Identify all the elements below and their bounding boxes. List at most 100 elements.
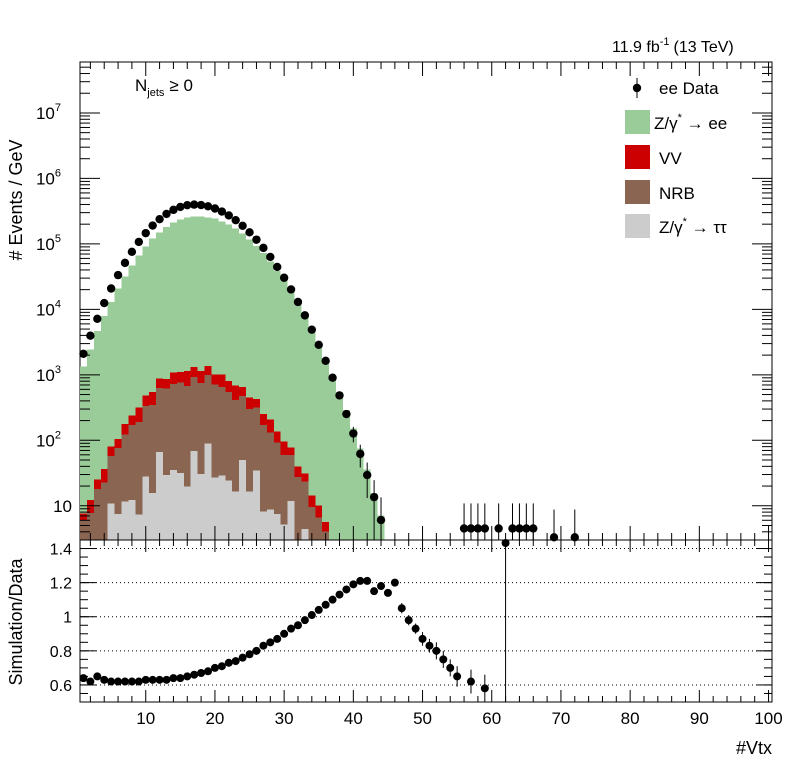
legend-entry-zee: Z/γ* → ee — [625, 110, 727, 134]
bar-zee-bin-35 — [315, 343, 323, 506]
data-point-7 — [120, 258, 130, 268]
data-point-28 — [266, 252, 275, 262]
ratio-point-34 — [307, 611, 316, 620]
data-point-22 — [224, 211, 233, 220]
bar-ztt-bin-31 — [287, 501, 295, 540]
x-tick-label-70: 70 — [551, 709, 570, 728]
legend-vv-swatch — [625, 145, 650, 169]
bar-ztt-bin-16 — [183, 486, 191, 540]
energy-label: (13 TeV) — [674, 39, 734, 56]
data-point-38 — [335, 391, 344, 400]
bar-vv-bin-11 — [149, 391, 157, 405]
data-point-35 — [314, 340, 323, 350]
x-tick-label-30: 30 — [275, 709, 294, 728]
ratio-point-53 — [439, 655, 448, 664]
bar-nrb-bin-16 — [183, 385, 191, 487]
bar-nrb-bin-8 — [128, 424, 136, 500]
ratio-y-tick-label-1: 1 — [63, 610, 72, 627]
bar-nrb-bin-25 — [246, 408, 253, 492]
ratio-point-50 — [418, 634, 427, 643]
ratio-point-38 — [335, 590, 344, 599]
ratio-point-16 — [183, 672, 192, 681]
bar-zee-bin-42 — [363, 469, 371, 540]
data-point-43 — [369, 492, 379, 502]
bar-nrb-bin-7 — [121, 434, 129, 502]
data-point-65 — [522, 524, 531, 533]
bar-zee-bin-28 — [266, 261, 274, 420]
ratio-point-47 — [397, 604, 406, 613]
data-point-5 — [106, 284, 116, 293]
bar-zee-bin-4 — [100, 316, 108, 470]
bar-vv-bin-31 — [287, 447, 295, 456]
bar-zee-bin-25 — [246, 239, 253, 398]
data-point-17 — [189, 200, 199, 209]
lumi-label: 11.9 fb-1 (13 TeV) — [612, 36, 734, 56]
bar-nrb-bin-13 — [163, 388, 170, 475]
bar-zee-bin-21 — [218, 221, 226, 375]
bar-ztt-bin-10 — [142, 476, 150, 540]
data-point-41 — [356, 449, 365, 459]
bar-nrb-bin-28 — [266, 432, 274, 510]
ratio-y-axis-title: Simulation/Data — [6, 557, 26, 685]
bar-vv-bin-25 — [246, 397, 253, 409]
ratio-point-17 — [190, 670, 199, 679]
bar-nrb-bin-21 — [218, 386, 226, 476]
bar-zee-bin-23 — [232, 228, 240, 386]
legend-data-label: ee Data — [659, 79, 719, 98]
bar-nrb-bin-27 — [259, 424, 267, 512]
ratio-point-40 — [349, 580, 358, 589]
bar-vv-bin-6 — [114, 439, 122, 449]
bar-nrb-bin-20 — [211, 384, 219, 478]
ratio-point-24 — [238, 653, 247, 662]
bar-nrb-bin-30 — [280, 454, 288, 525]
njets-annotation: Njets ≥ 0 — [135, 76, 193, 99]
data-point-32 — [293, 297, 303, 307]
bar-vv-bin-15 — [176, 372, 184, 383]
bar-ztt-bin-18 — [197, 474, 205, 540]
main-y-tick-label-10: 10 — [53, 497, 72, 516]
bar-nrb-bin-9 — [135, 422, 143, 515]
bar-nrb-bin-11 — [149, 404, 157, 494]
bar-nrb-bin-34 — [308, 506, 316, 540]
bar-zee-bin-33 — [301, 315, 309, 474]
bar-zee-bin-40 — [349, 428, 357, 540]
x-tick-label-80: 80 — [621, 709, 640, 728]
legend-nrb-swatch — [625, 180, 650, 204]
bar-zee-bin-10 — [142, 246, 150, 396]
bar-nrb-bin-22 — [225, 391, 233, 481]
bar-ztt-bin-27 — [259, 511, 267, 540]
bar-zee-bin-8 — [128, 265, 136, 416]
bar-zee-bin-19 — [204, 217, 212, 367]
ratio-point-8 — [127, 677, 136, 686]
data-point-33 — [300, 311, 310, 320]
ratio-point-54 — [446, 663, 455, 672]
ratio-point-10 — [141, 675, 150, 684]
bar-ztt-bin-8 — [128, 499, 136, 540]
bar-nrb-bin-32 — [294, 476, 302, 540]
data-point-58 — [473, 524, 483, 533]
bar-ztt-bin-24 — [239, 460, 247, 540]
ratio-point-59 — [480, 684, 489, 693]
njets-condition: ≥ 0 — [169, 76, 193, 95]
bar-zee-bin-18 — [197, 216, 205, 372]
bar-vv-bin-12 — [156, 378, 164, 388]
data-point-44 — [376, 515, 386, 525]
bar-zee-bin-11 — [149, 238, 157, 392]
bar-vv-bin-34 — [308, 495, 316, 507]
bar-vv-bin-24 — [239, 386, 247, 396]
bar-zee-bin-39 — [342, 409, 350, 540]
bar-vv-bin-5 — [107, 446, 115, 456]
bar-vv-bin-3 — [93, 479, 101, 490]
ratio-point-35 — [314, 605, 323, 614]
data-point-9 — [134, 237, 144, 247]
x-tick-label-40: 40 — [344, 709, 363, 728]
x-axis-title: #Vtx — [736, 738, 772, 758]
ratio-point-2 — [86, 677, 95, 686]
bar-nrb-bin-15 — [176, 382, 184, 474]
ratio-point-23 — [231, 657, 240, 666]
ratio-point-15 — [176, 674, 185, 683]
ratio-point-37 — [328, 595, 337, 604]
bar-ztt-bin-28 — [266, 509, 274, 540]
legend-ztt-label-tail: → ττ — [687, 218, 727, 237]
ratio-point-9 — [134, 677, 143, 686]
